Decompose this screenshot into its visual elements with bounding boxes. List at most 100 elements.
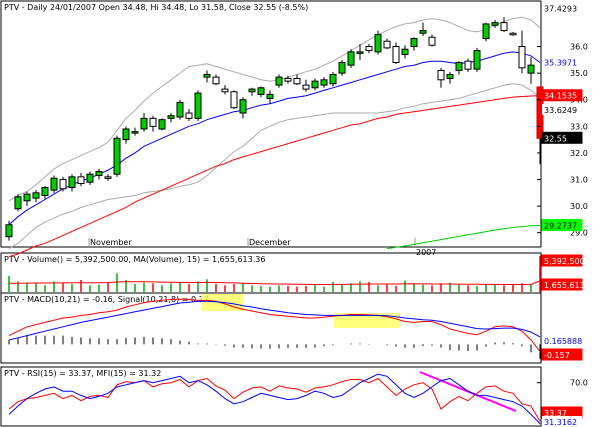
candle <box>194 90 202 122</box>
rsi-panel-frame <box>0 366 542 427</box>
volume-tag: 5,392,500 <box>541 254 585 267</box>
candle-body <box>464 60 472 70</box>
rsi-layer <box>8 373 541 424</box>
candle <box>491 19 499 28</box>
right-axis: 36.035.034.033.032.031.030.029.037.42933… <box>537 2 588 427</box>
candle <box>122 126 130 144</box>
candle-body <box>104 176 112 179</box>
candle-body <box>284 77 292 82</box>
candle <box>140 113 148 132</box>
volume-layer <box>8 256 541 292</box>
candle-body <box>5 224 13 238</box>
volume-ma-tag: 1,655,613 <box>541 278 585 291</box>
candle <box>113 135 121 177</box>
candle <box>203 70 211 83</box>
candle <box>32 190 40 203</box>
candle-body <box>347 51 355 66</box>
candle <box>59 176 67 192</box>
volume-tag-text: 5,392,500 <box>544 257 585 266</box>
candle-body <box>518 46 526 69</box>
price-y-tick-label: 29.0 <box>570 229 588 238</box>
candle <box>230 90 238 110</box>
price-tag-bg <box>542 2 582 14</box>
volume-moving-average <box>8 280 541 285</box>
rsi-y-tick-label: 70.0 <box>570 379 588 388</box>
macd-value-tag: -0.157 <box>541 348 583 361</box>
candle-body <box>311 80 319 89</box>
candle-body <box>428 36 436 46</box>
price-y-tick-label: 32.0 <box>570 149 588 158</box>
mfi-tag-text: 31.3162 <box>544 418 577 427</box>
mfi-tag-bg <box>542 416 582 427</box>
candle-body <box>158 119 166 130</box>
mfi-tag: 31.3162 <box>542 416 582 427</box>
candle-body <box>275 76 283 86</box>
candle <box>167 113 175 123</box>
candle <box>275 74 283 88</box>
volume-chart-title: PTV - Volume() = 5,392,500.00, MA(Volume… <box>4 255 265 264</box>
macd-line <box>8 298 541 352</box>
candle-body <box>374 34 382 53</box>
candle <box>473 47 481 72</box>
candle <box>131 127 139 136</box>
candle <box>455 61 463 75</box>
candle <box>221 85 229 95</box>
candle-body <box>77 176 85 185</box>
candle <box>104 174 112 181</box>
candle <box>158 118 166 131</box>
price-y-tick-label: 36.0 <box>570 43 588 52</box>
candle <box>338 59 346 76</box>
candle-body <box>59 179 67 190</box>
candle-body <box>482 23 490 40</box>
candle-body <box>230 91 238 109</box>
candle <box>5 220 13 241</box>
candle <box>86 171 94 185</box>
candle-body <box>113 137 121 175</box>
price-tag-text: 29.2737 <box>544 222 577 231</box>
price-chart-title: PTV - Daily 24/01/2007 Open 34.48, Hi 34… <box>4 3 308 12</box>
candle <box>248 87 256 96</box>
candle-body <box>257 87 265 95</box>
price-y-tick-label: 31.0 <box>570 176 588 185</box>
macd-panel-frame <box>0 292 542 364</box>
price-tag-text: 34.1535 <box>544 92 577 101</box>
candle-body <box>437 69 445 81</box>
price-layer <box>5 16 544 258</box>
macd-signal-tag-bg <box>542 335 582 346</box>
candle-body <box>194 92 202 119</box>
candle-body <box>122 128 130 141</box>
candle-body <box>527 64 535 74</box>
macd-chart-title: PTV - MACD(10,21) = -0.16, Signal(10,21,… <box>4 295 209 304</box>
candle-body <box>221 88 229 93</box>
x-axis: November December 2007 <box>88 238 436 257</box>
candle-body <box>41 186 49 196</box>
candle-body <box>320 79 328 86</box>
volume-ma-tag-text: 1,655,613 <box>544 281 585 290</box>
candle-body <box>23 193 31 202</box>
candle <box>149 115 157 132</box>
candle-body <box>338 62 346 74</box>
x-label-november: November <box>90 238 132 247</box>
bollinger-upper-band <box>8 16 541 202</box>
candle-body <box>392 46 400 64</box>
volume-tag-bg <box>541 254 583 267</box>
candle <box>185 109 193 122</box>
price-tag-text: 33.6249 <box>544 106 577 115</box>
candle-body <box>302 84 310 90</box>
candle <box>239 97 247 119</box>
candle <box>392 42 400 64</box>
macd-layer <box>8 298 541 359</box>
price-tag-bg <box>542 103 582 115</box>
price-tag: 34.1535 <box>541 89 583 102</box>
candle-body <box>455 62 463 71</box>
candle <box>401 45 409 59</box>
candle <box>410 37 418 51</box>
candle-body <box>149 117 157 127</box>
candle <box>347 49 355 68</box>
candle-body <box>86 173 94 183</box>
macd-signal-line <box>8 300 541 341</box>
mfi-line <box>8 373 541 424</box>
candle-body <box>329 73 337 85</box>
rsi-chart-title: PTV - RSI(15) = 33.37, MFI(15) = 31.32 <box>4 369 161 378</box>
